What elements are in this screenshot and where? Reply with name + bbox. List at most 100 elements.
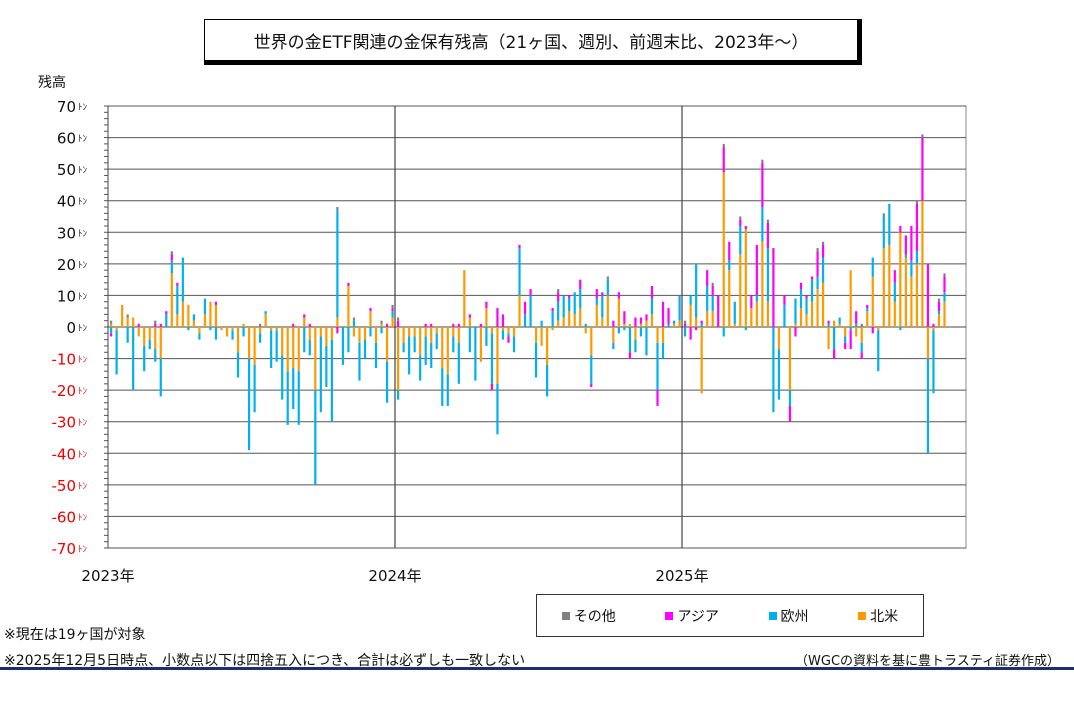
bar-segment (512, 336, 516, 353)
bar-segment (904, 254, 907, 258)
bar-segment (761, 241, 764, 327)
week-bar (143, 327, 146, 372)
bar-segment (590, 383, 593, 387)
week-bar (308, 323, 311, 356)
bar-segment (176, 285, 179, 315)
bar-segment (374, 327, 378, 343)
week-bar (330, 327, 333, 422)
legend: その他 アジア 欧州 北米 (536, 594, 924, 637)
bar-segment (849, 327, 852, 331)
bar-segment (490, 383, 494, 391)
bar-segment (656, 390, 659, 406)
bar-segment (728, 241, 731, 261)
bar-segment (546, 327, 549, 365)
week-bar (877, 327, 880, 372)
week-bar (231, 327, 234, 340)
bar-segment (286, 371, 289, 425)
bar-segment (695, 327, 698, 331)
bar-segment (910, 276, 913, 327)
legend-item-europe: 欧州 (768, 606, 809, 626)
bar-segment (921, 200, 924, 327)
bar-segment (645, 314, 648, 321)
y-tick-label: -60 (52, 508, 77, 526)
bar-segment (369, 327, 372, 337)
bar-segment (430, 323, 433, 327)
week-bar (711, 282, 714, 327)
week-bar (474, 327, 477, 381)
bar-segment (855, 323, 858, 327)
bar-segment (899, 327, 902, 331)
week-bar (496, 308, 499, 435)
week-bar (132, 317, 135, 391)
bar-segment (838, 323, 841, 327)
bar-segment (915, 251, 919, 264)
bar-segment (777, 349, 781, 400)
week-bar (314, 327, 317, 485)
bar-segment (347, 282, 350, 286)
bar-segment (888, 244, 891, 327)
bar-segment (452, 323, 455, 327)
week-bar (777, 327, 781, 400)
bar-segment (761, 159, 764, 163)
bar-segment (170, 254, 173, 261)
week-bar (441, 327, 444, 406)
bar-segment (385, 361, 389, 403)
bar-segment (424, 323, 427, 327)
bar-segment (424, 336, 427, 365)
bar-segment (540, 327, 543, 346)
week-bar (369, 308, 372, 337)
bar-segment (860, 327, 863, 343)
week-bar (121, 304, 124, 327)
bar-segment (463, 270, 466, 327)
week-bar (904, 235, 907, 327)
bar-segment (816, 289, 819, 327)
bar-segment (557, 289, 560, 293)
bar-segment (259, 327, 262, 334)
bar-segment (855, 311, 858, 324)
bar-segment (728, 260, 731, 271)
bar-segment (275, 330, 278, 362)
bar-segment (766, 222, 769, 249)
y-tick-label: 10 (57, 287, 76, 305)
bar-segment (523, 314, 527, 327)
bar-segment (700, 323, 703, 327)
y-tick-unit: ﾄﾝ (78, 419, 88, 429)
bar-segment (562, 295, 565, 318)
bar-segment (551, 311, 554, 327)
bar-segment (203, 314, 207, 327)
week-bar (783, 295, 786, 327)
week-bar (766, 219, 769, 327)
bar-segment (363, 327, 367, 340)
bar-segment (821, 244, 825, 258)
bar-segment (689, 327, 692, 340)
bar-segment (833, 320, 836, 327)
bar-segment (397, 327, 400, 391)
bar-segment (810, 301, 814, 327)
bar-segment (336, 210, 339, 318)
week-bar (242, 323, 245, 337)
bar-segment (413, 327, 416, 337)
week-bar (534, 327, 538, 378)
bar-segment (126, 317, 129, 327)
y-tick-label: 70 (57, 98, 76, 116)
bar-segment (358, 327, 361, 343)
week-bar (573, 292, 576, 327)
bar-segment (281, 327, 284, 356)
bar-segment (110, 333, 113, 337)
bar-segment (358, 342, 361, 381)
bar-segment (557, 320, 560, 327)
bar-segment (253, 327, 256, 365)
bar-segment (926, 263, 930, 327)
legend-item-asia: アジア (665, 606, 719, 626)
week-bar (402, 327, 405, 353)
bar-segment (270, 327, 273, 331)
bar-segment (579, 279, 582, 290)
legend-label-asia: アジア (677, 608, 719, 625)
bar-segment (341, 327, 345, 365)
y-tick-label: -20 (52, 382, 77, 400)
bar-segment (667, 308, 670, 324)
bar-segment (275, 327, 278, 331)
week-bar (612, 320, 615, 350)
bar-segment (590, 355, 593, 384)
week-bar (126, 314, 129, 343)
